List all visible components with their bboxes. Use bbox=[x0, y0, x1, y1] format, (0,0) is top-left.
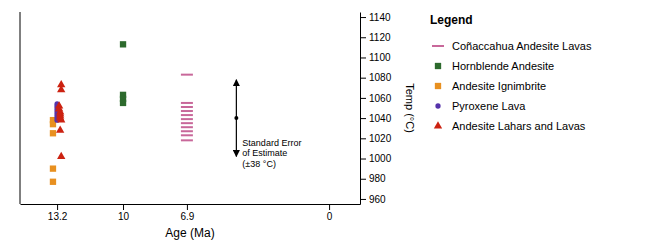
legend-item: Coñaccahua Andesite Lavas bbox=[432, 40, 592, 52]
legend-swatch bbox=[434, 121, 442, 128]
point bbox=[50, 179, 56, 185]
y-axis-line bbox=[360, 13, 361, 205]
y-tick: 1080 bbox=[360, 72, 392, 83]
legend-item: Andesite Ignimbrite bbox=[435, 80, 546, 92]
point bbox=[181, 74, 193, 76]
y-tick-mark bbox=[360, 78, 366, 79]
legend-swatch bbox=[435, 83, 441, 89]
y-tick: 1040 bbox=[360, 113, 392, 124]
point bbox=[181, 102, 193, 104]
x-tick: 10 bbox=[118, 204, 130, 222]
y-tick-mark bbox=[360, 179, 366, 180]
x-tick-mark bbox=[187, 204, 188, 210]
point bbox=[50, 130, 56, 136]
point bbox=[181, 110, 193, 112]
point bbox=[181, 118, 193, 120]
series bbox=[50, 117, 56, 185]
x-tick: 13.2 bbox=[48, 204, 68, 222]
point bbox=[120, 41, 126, 47]
x-tick-mark bbox=[57, 204, 58, 210]
point bbox=[181, 106, 193, 108]
annotation-line: (±38 °C) bbox=[242, 159, 276, 169]
y-tick-label: 1080 bbox=[369, 72, 392, 83]
legend-swatch bbox=[435, 103, 440, 108]
legend-item: Pyroxene Lava bbox=[435, 100, 526, 112]
legend-label: Andesite Lahars and Lavas bbox=[452, 120, 586, 132]
y-tick-mark bbox=[360, 57, 366, 58]
y-tick-label: 1000 bbox=[369, 153, 392, 164]
point bbox=[181, 114, 193, 116]
y-tick-label: 1060 bbox=[369, 93, 392, 104]
point bbox=[120, 100, 126, 106]
y-tick-label: 960 bbox=[369, 194, 386, 205]
annotation-line: of Estimate bbox=[242, 148, 287, 158]
y-tick-mark bbox=[360, 138, 366, 139]
y-axis-title: Temp (°C) bbox=[404, 83, 416, 133]
x-tick-label: 13.2 bbox=[48, 211, 68, 222]
x-tick-label: 10 bbox=[118, 211, 130, 222]
x-axis-title: Age (Ma) bbox=[165, 226, 214, 240]
legend-label: Hornblende Andesite bbox=[452, 60, 554, 72]
annotation-line: Standard Error bbox=[242, 138, 301, 148]
y-tick-label: 1100 bbox=[369, 52, 391, 63]
series bbox=[55, 80, 65, 159]
point bbox=[57, 115, 65, 122]
y-tick-mark bbox=[360, 98, 366, 99]
legend: Legend Coñaccahua Andesite Lavas Hornblend… bbox=[430, 13, 592, 132]
error-center bbox=[234, 116, 238, 120]
x-tick-mark bbox=[329, 204, 330, 210]
legend-item: Hornblende Andesite bbox=[435, 60, 554, 72]
x-tick: 6.9 bbox=[180, 204, 194, 222]
legend-label: Coñaccahua Andesite Lavas bbox=[452, 40, 592, 52]
y-tick-mark bbox=[360, 37, 366, 38]
y-tick-mark bbox=[360, 118, 366, 119]
x-tick-label: 6.9 bbox=[180, 211, 194, 222]
x-axis-line bbox=[21, 204, 361, 205]
y-tick: 1120 bbox=[360, 32, 391, 43]
point bbox=[56, 125, 64, 132]
x-tick-label: 0 bbox=[327, 211, 333, 222]
plot-frame-left bbox=[20, 12, 21, 204]
y-tick: 980 bbox=[360, 173, 386, 184]
point bbox=[181, 126, 193, 128]
x-tick: 0 bbox=[327, 204, 333, 222]
legend-label: Pyroxene Lava bbox=[452, 100, 526, 112]
point bbox=[50, 165, 56, 171]
y-tick-label: 1120 bbox=[369, 32, 391, 43]
point bbox=[181, 122, 193, 124]
y-tick: 960 bbox=[360, 194, 386, 205]
legend-label: Andesite Ignimbrite bbox=[452, 80, 546, 92]
legend-title: Legend bbox=[430, 13, 473, 27]
y-tick: 1060 bbox=[360, 93, 392, 104]
point bbox=[181, 130, 193, 132]
point bbox=[181, 139, 193, 141]
x-axis: 13.2 10 6.9 0 bbox=[21, 204, 361, 222]
point bbox=[181, 134, 193, 136]
series bbox=[120, 41, 126, 106]
y-tick-label: 1020 bbox=[369, 133, 392, 144]
legend-swatch bbox=[435, 63, 441, 69]
y-tick-label: 1140 bbox=[369, 12, 391, 23]
point bbox=[57, 85, 65, 92]
y-axis: 960 980 1000 1020 1040 1060 1080 1100 1120 1140 bbox=[360, 12, 392, 205]
x-tick-mark bbox=[123, 204, 124, 210]
y-tick-label: 980 bbox=[369, 173, 386, 184]
y-tick: 1100 bbox=[360, 52, 391, 63]
y-tick-label: 1040 bbox=[369, 113, 392, 124]
y-tick: 1020 bbox=[360, 133, 392, 144]
plot-area bbox=[50, 41, 239, 185]
annotation: Standard Errorof Estimate(±38 °C) bbox=[242, 138, 301, 169]
series bbox=[181, 75, 193, 141]
legend-swatch bbox=[432, 45, 444, 47]
y-tick-mark bbox=[360, 159, 366, 160]
chart: 13.2 10 6.9 0 960 980 1000 1020 1040 1060 1080 1100… bbox=[0, 0, 650, 242]
y-tick: 1140 bbox=[360, 12, 391, 23]
point bbox=[57, 152, 65, 159]
y-tick-mark bbox=[360, 199, 366, 200]
y-tick-mark bbox=[360, 17, 366, 18]
y-tick: 1000 bbox=[360, 153, 392, 164]
legend-item: Andesite Lahars and Lavas bbox=[434, 120, 586, 132]
